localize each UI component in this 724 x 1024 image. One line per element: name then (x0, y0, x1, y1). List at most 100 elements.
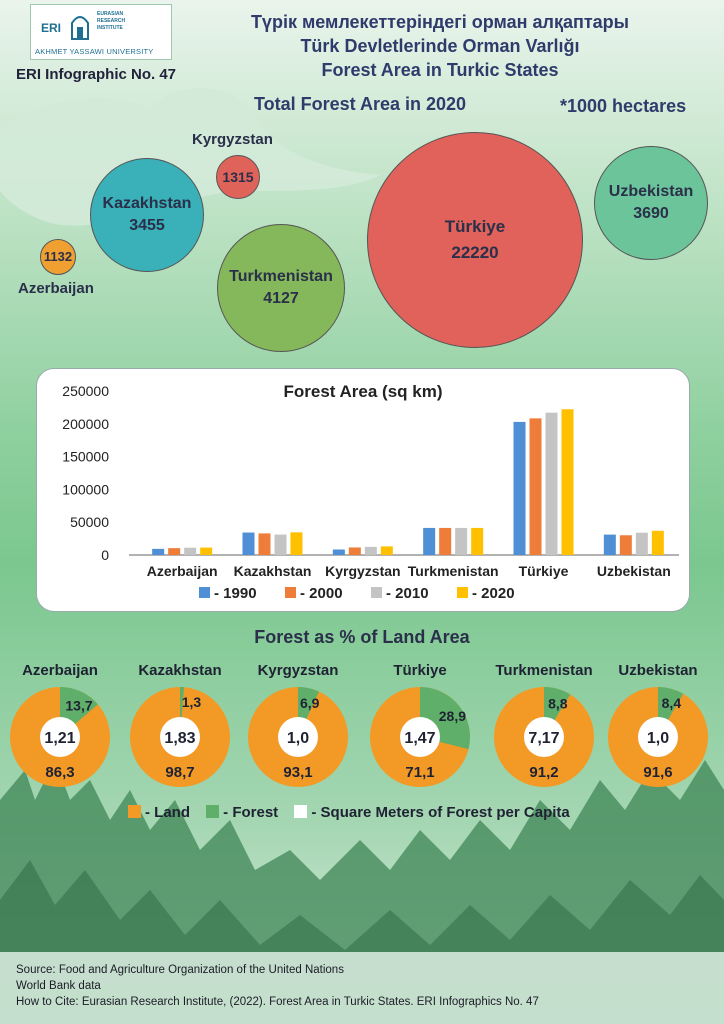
per-capita-center (400, 717, 440, 757)
land-pct-label: 91,2 (529, 764, 558, 781)
bar (455, 527, 468, 555)
y-tick-label: 150000 (62, 449, 109, 465)
per-capita-label: 7,17 (528, 730, 559, 747)
pie-chart: 1,0 8,4 91,6 (608, 687, 708, 787)
bar (364, 546, 377, 555)
land-pct-label: 86,3 (45, 764, 74, 781)
per-capita-center (638, 717, 678, 757)
land-swatch (128, 805, 141, 818)
x-tick-label: Uzbekistan (597, 563, 671, 579)
bar (423, 527, 436, 555)
logo-eri-text: ERI (41, 21, 62, 35)
bar (274, 534, 287, 555)
forest-pct-label: 6,9 (300, 695, 320, 711)
pie-section-title: Forest as % of Land Area (254, 627, 470, 647)
y-tick-label: 0 (101, 547, 109, 563)
bar (290, 532, 303, 555)
legend-swatch (285, 587, 296, 598)
eri-logo: ERI EURASIAN RESEARCH INSTITUTE AKHMET Y… (30, 4, 172, 60)
legend-swatch (457, 587, 468, 598)
bar (348, 547, 361, 555)
pie-charts: Azerbaijan 1,21 13,7 86,3 Kazakhstan 1,83 1,3 9… (0, 660, 724, 790)
y-tick-label: 250000 (62, 383, 109, 399)
bar-chart: Forest Area (sq km) 0 50000 100000 150000 200… (62, 382, 679, 602)
per-capita-label: 1,0 (647, 730, 669, 747)
legend-label: - 2010 (386, 585, 429, 602)
bubble-value: 1315 (222, 169, 254, 185)
legend-label: - 1990 (214, 585, 257, 602)
bubble-value: 22220 (451, 243, 499, 262)
bar (258, 533, 271, 555)
forest-pct-label: 28,9 (439, 708, 466, 724)
per-capita-label: 1,21 (44, 730, 75, 747)
bar (184, 547, 197, 555)
bar (168, 548, 181, 555)
forest-pct-label: 8,8 (548, 695, 568, 711)
bubble-country-label: Turkmenistan (229, 268, 333, 285)
land-pct-label: 98,7 (165, 764, 194, 781)
y-tick-label: 50000 (70, 514, 109, 530)
pie-chart: 1,21 13,7 86,3 (10, 687, 110, 787)
forest-swatch (206, 805, 220, 818)
bubble-section-title: Total Forest Area in 2020 (253, 94, 467, 114)
bubble-uzbekistan: Uzbekistan 3690 (594, 146, 708, 260)
forest-pct-label: 8,4 (662, 695, 682, 711)
pie-legend: - Land - Forest - Square Meters of Fores… (128, 804, 570, 821)
bubble-country-label: Kazakhstan (102, 195, 192, 212)
legend-forest: - Forest (223, 804, 279, 821)
legend-swatch (371, 587, 382, 598)
bubble-value: 4127 (263, 290, 299, 307)
per-capita-label: 1,83 (164, 730, 195, 747)
bar (635, 532, 648, 555)
bar (380, 546, 393, 555)
bar (332, 549, 345, 555)
per-capita-center (40, 717, 80, 757)
x-tick-label: Azerbaijan (147, 563, 218, 579)
bubble-value: 3455 (129, 217, 165, 234)
per-capita-center (160, 717, 200, 757)
legend-swatch (199, 587, 210, 598)
x-tick-label: Kazakhstan (234, 563, 312, 579)
bubble-kazakhstan: Kazakhstan 3455 (90, 158, 204, 272)
bar (200, 547, 213, 555)
land-pct-label: 91,6 (643, 764, 672, 781)
per-capita-center (524, 717, 564, 757)
pie-country-label: Azerbaijan (22, 662, 98, 679)
bar (242, 532, 255, 555)
bar (513, 421, 526, 555)
bubble-value: 1132 (43, 249, 73, 264)
bar (651, 530, 664, 555)
x-tick-label: Kyrgyzstan (325, 563, 400, 579)
x-tick-label: Turkmenistan (408, 563, 499, 579)
pie-chart: 1,83 1,3 98,7 (130, 687, 230, 787)
bar (439, 527, 452, 555)
bar (152, 548, 165, 555)
per-capita-center (278, 717, 318, 757)
logo-university: AKHMET YASSAWI UNIVERSITY (35, 47, 154, 56)
bar-chart-card: Forest Area (sq km) 0 50000 100000 150000 200… (36, 368, 690, 612)
bar (471, 527, 484, 555)
logo-institute: EURASIAN RESEARCH INSTITUTE (97, 11, 125, 32)
bubble-value: 3690 (633, 205, 669, 222)
pie-country-label: Uzbekistan (618, 662, 698, 679)
pie-country-label: Kazakhstan (138, 662, 222, 679)
source-line: World Bank data (16, 980, 101, 992)
footer-band (0, 952, 724, 1024)
bar (561, 409, 574, 555)
title-turkish: Türk Devletlerinde Orman Varlığı (300, 36, 580, 56)
title-english: Forest Area in Turkic States (321, 60, 559, 80)
pie-country-label: Kyrgyzstan (257, 662, 339, 679)
pie-chart: 1,0 6,9 93,1 (248, 687, 348, 787)
forest-pct-label: 1,3 (182, 694, 202, 710)
legend-label: - 2020 (472, 585, 515, 602)
bar (529, 418, 542, 555)
legend-land: - Land (145, 804, 190, 821)
forest-pct-label: 13,7 (65, 697, 92, 713)
pie-country-label: Türkiye (393, 662, 447, 679)
source-note: Source: Food and Agriculture Organizatio… (16, 962, 539, 1010)
bubble-turkiye: Türkiye 22220 (367, 132, 583, 348)
land-pct-label: 93,1 (283, 764, 312, 781)
legend-label: - 2000 (300, 585, 343, 602)
